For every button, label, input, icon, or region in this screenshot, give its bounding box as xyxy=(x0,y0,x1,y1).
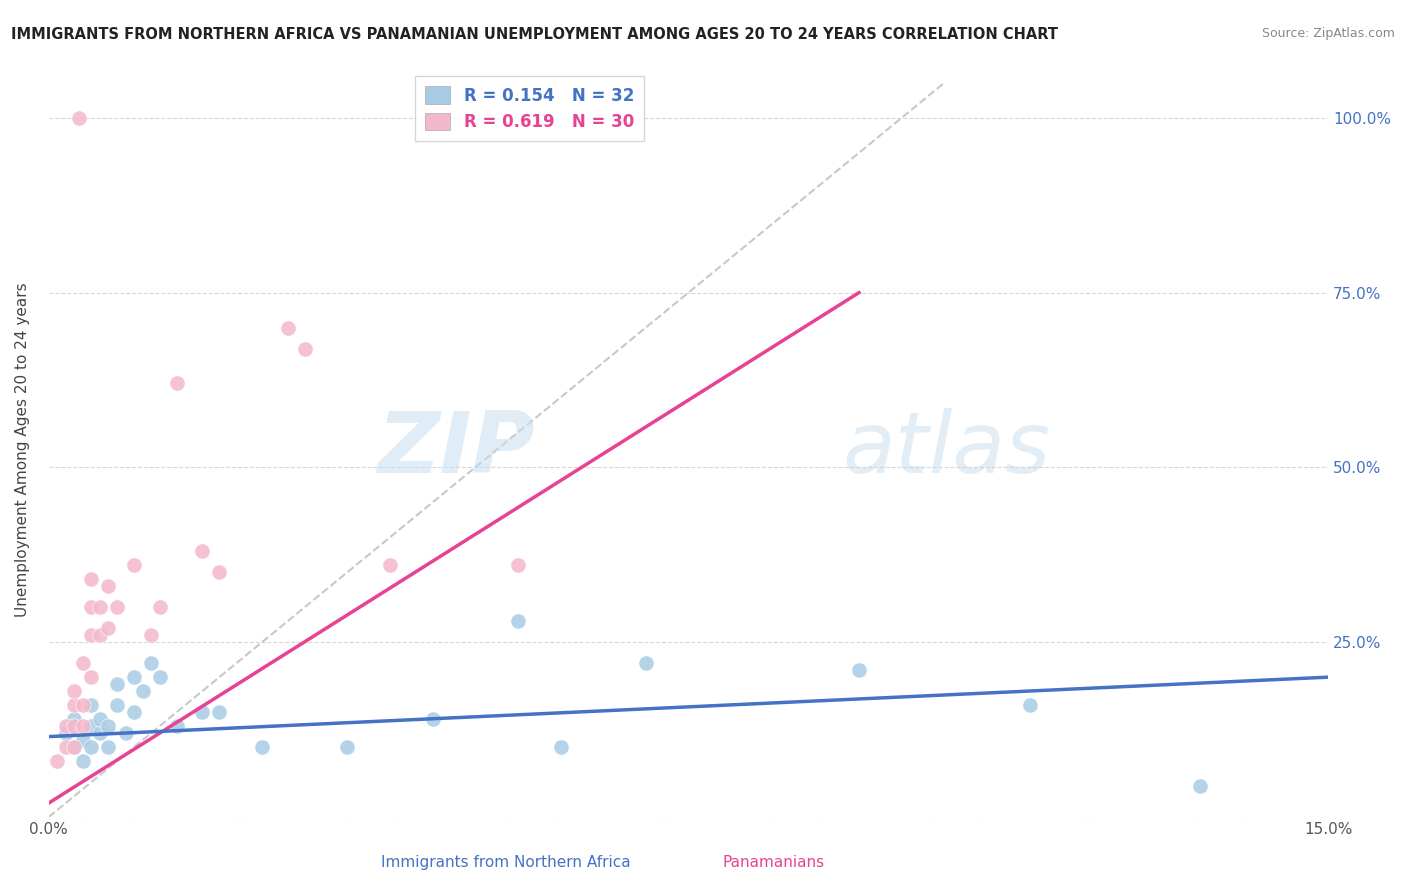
Point xyxy=(72,719,94,733)
Point xyxy=(277,320,299,334)
Point xyxy=(63,740,86,755)
Point xyxy=(166,376,188,391)
Text: Panamanians: Panamanians xyxy=(723,855,824,870)
Point xyxy=(550,740,572,755)
Point xyxy=(122,670,145,684)
Point xyxy=(122,558,145,573)
Point xyxy=(89,712,111,726)
Point xyxy=(89,600,111,615)
Point xyxy=(67,111,90,125)
Text: IMMIGRANTS FROM NORTHERN AFRICA VS PANAMANIAN UNEMPLOYMENT AMONG AGES 20 TO 24 Y: IMMIGRANTS FROM NORTHERN AFRICA VS PANAM… xyxy=(11,27,1059,42)
Point xyxy=(131,684,153,698)
Point xyxy=(72,733,94,747)
Point xyxy=(166,719,188,733)
Point xyxy=(105,698,128,713)
Point xyxy=(63,719,86,733)
Point xyxy=(80,572,103,586)
Point xyxy=(191,544,214,558)
Text: Source: ZipAtlas.com: Source: ZipAtlas.com xyxy=(1261,27,1395,40)
Point xyxy=(97,621,120,635)
Text: Immigrants from Northern Africa: Immigrants from Northern Africa xyxy=(381,855,631,870)
Point xyxy=(80,719,103,733)
Point xyxy=(336,740,359,755)
Point xyxy=(55,726,77,740)
Y-axis label: Unemployment Among Ages 20 to 24 years: Unemployment Among Ages 20 to 24 years xyxy=(15,283,30,617)
Point xyxy=(80,670,103,684)
Point xyxy=(634,656,657,670)
Point xyxy=(72,754,94,768)
Point xyxy=(294,342,316,356)
Legend: R = 0.154   N = 32, R = 0.619   N = 30: R = 0.154 N = 32, R = 0.619 N = 30 xyxy=(415,77,644,141)
Point xyxy=(848,663,870,677)
Point xyxy=(506,558,529,573)
Text: ZIP: ZIP xyxy=(377,409,534,491)
Text: atlas: atlas xyxy=(842,409,1050,491)
Point xyxy=(89,628,111,642)
Point xyxy=(63,712,86,726)
Point xyxy=(97,740,120,755)
Point xyxy=(1018,698,1040,713)
Point xyxy=(378,558,401,573)
Point xyxy=(139,656,162,670)
Point xyxy=(208,705,231,719)
Point xyxy=(97,719,120,733)
Point xyxy=(55,740,77,755)
Point xyxy=(191,705,214,719)
Point xyxy=(72,698,94,713)
Point xyxy=(149,600,172,615)
Point xyxy=(72,656,94,670)
Point xyxy=(80,698,103,713)
Point xyxy=(63,684,86,698)
Point xyxy=(80,600,103,615)
Point xyxy=(63,698,86,713)
Point xyxy=(55,719,77,733)
Point xyxy=(506,614,529,628)
Point xyxy=(63,740,86,755)
Point xyxy=(139,628,162,642)
Point xyxy=(105,677,128,691)
Point xyxy=(114,726,136,740)
Point xyxy=(250,740,273,755)
Point xyxy=(122,705,145,719)
Point xyxy=(208,566,231,580)
Point xyxy=(80,740,103,755)
Point xyxy=(97,579,120,593)
Point xyxy=(105,600,128,615)
Point xyxy=(422,712,444,726)
Point xyxy=(89,726,111,740)
Point xyxy=(80,628,103,642)
Point xyxy=(46,754,69,768)
Point xyxy=(149,670,172,684)
Point xyxy=(1189,779,1212,793)
